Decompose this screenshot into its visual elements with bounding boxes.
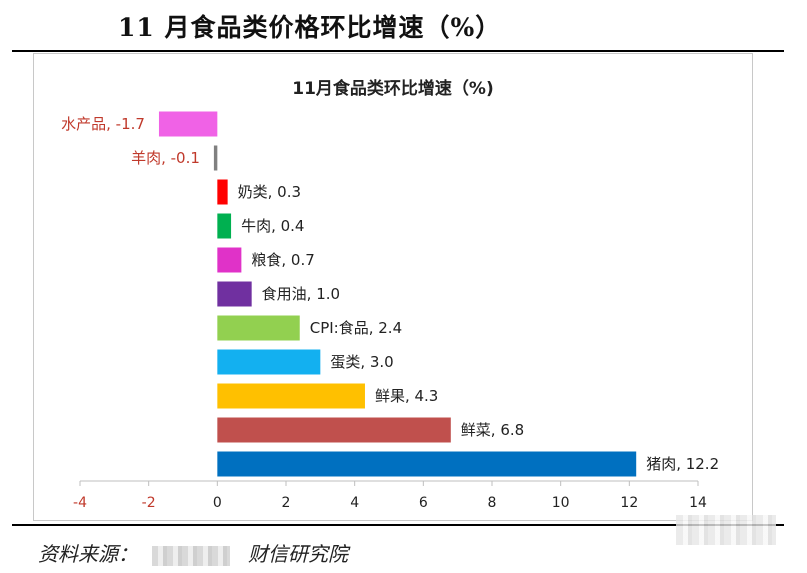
watermark bbox=[676, 515, 776, 545]
x-tick-label: -4 bbox=[73, 495, 87, 511]
bar-5 bbox=[217, 281, 252, 307]
chart-frame: 11月食品类环比增速（%) -4 -2 0 2 4 6 8 10 12 14 水产品, -1.7 羊肉… bbox=[33, 53, 753, 521]
bar-label-6: CPI:食品, 2.4 bbox=[310, 319, 402, 337]
bar-label-4: 粮食, 0.7 bbox=[251, 251, 314, 269]
top-rule bbox=[12, 50, 784, 52]
bar-label-7: 蛋类, 3.0 bbox=[330, 353, 393, 371]
bar-label-5: 食用油, 1.0 bbox=[262, 285, 340, 303]
source-org: 财信研究院 bbox=[248, 542, 348, 566]
bar-label-2: 奶类, 0.3 bbox=[238, 183, 301, 201]
x-tick-label: 4 bbox=[350, 495, 359, 511]
source-label: 资料来源： bbox=[38, 542, 138, 566]
x-tick-label: 2 bbox=[282, 495, 291, 511]
bar-9 bbox=[217, 417, 451, 443]
x-tick-label: 14 bbox=[689, 495, 707, 511]
bar-label-0: 水产品, -1.7 bbox=[61, 115, 145, 133]
bar-4 bbox=[217, 247, 242, 273]
bar-0 bbox=[158, 111, 218, 137]
x-tick-label: 12 bbox=[620, 495, 638, 511]
x-tick-label: 0 bbox=[213, 495, 222, 511]
bar-label-1: 羊肉, -0.1 bbox=[131, 149, 200, 167]
bar-2 bbox=[217, 179, 228, 205]
page-title: 11 月食品类价格环比增速（%） bbox=[118, 13, 502, 42]
bar-label-10: 猪肉, 12.2 bbox=[646, 455, 719, 473]
bar-7 bbox=[217, 349, 321, 375]
bar-chart: -4 -2 0 2 4 6 8 10 12 14 水产品, -1.7 羊肉, -0.1 奶类, 0.3 牛… bbox=[61, 111, 719, 511]
bar-3 bbox=[217, 213, 232, 239]
x-tick-label: 10 bbox=[552, 495, 570, 511]
bottom-rule bbox=[12, 524, 784, 526]
bar-label-3: 牛肉, 0.4 bbox=[241, 217, 304, 235]
bar-label-9: 鲜菜, 6.8 bbox=[461, 421, 524, 439]
bar-10 bbox=[217, 451, 637, 477]
blurred-logo bbox=[152, 545, 230, 566]
bar-label-8: 鲜果, 4.3 bbox=[375, 387, 438, 405]
chart-title: 11月食品类环比增速（%) bbox=[292, 79, 494, 99]
bar-1 bbox=[213, 145, 218, 171]
x-tick-label: 8 bbox=[488, 495, 497, 511]
x-tick-label: -2 bbox=[142, 495, 156, 511]
bar-6 bbox=[217, 315, 300, 341]
source-line: 资料来源： 财信研究院 bbox=[38, 538, 348, 567]
x-tick-label: 6 bbox=[419, 495, 428, 511]
bar-8 bbox=[217, 383, 365, 409]
